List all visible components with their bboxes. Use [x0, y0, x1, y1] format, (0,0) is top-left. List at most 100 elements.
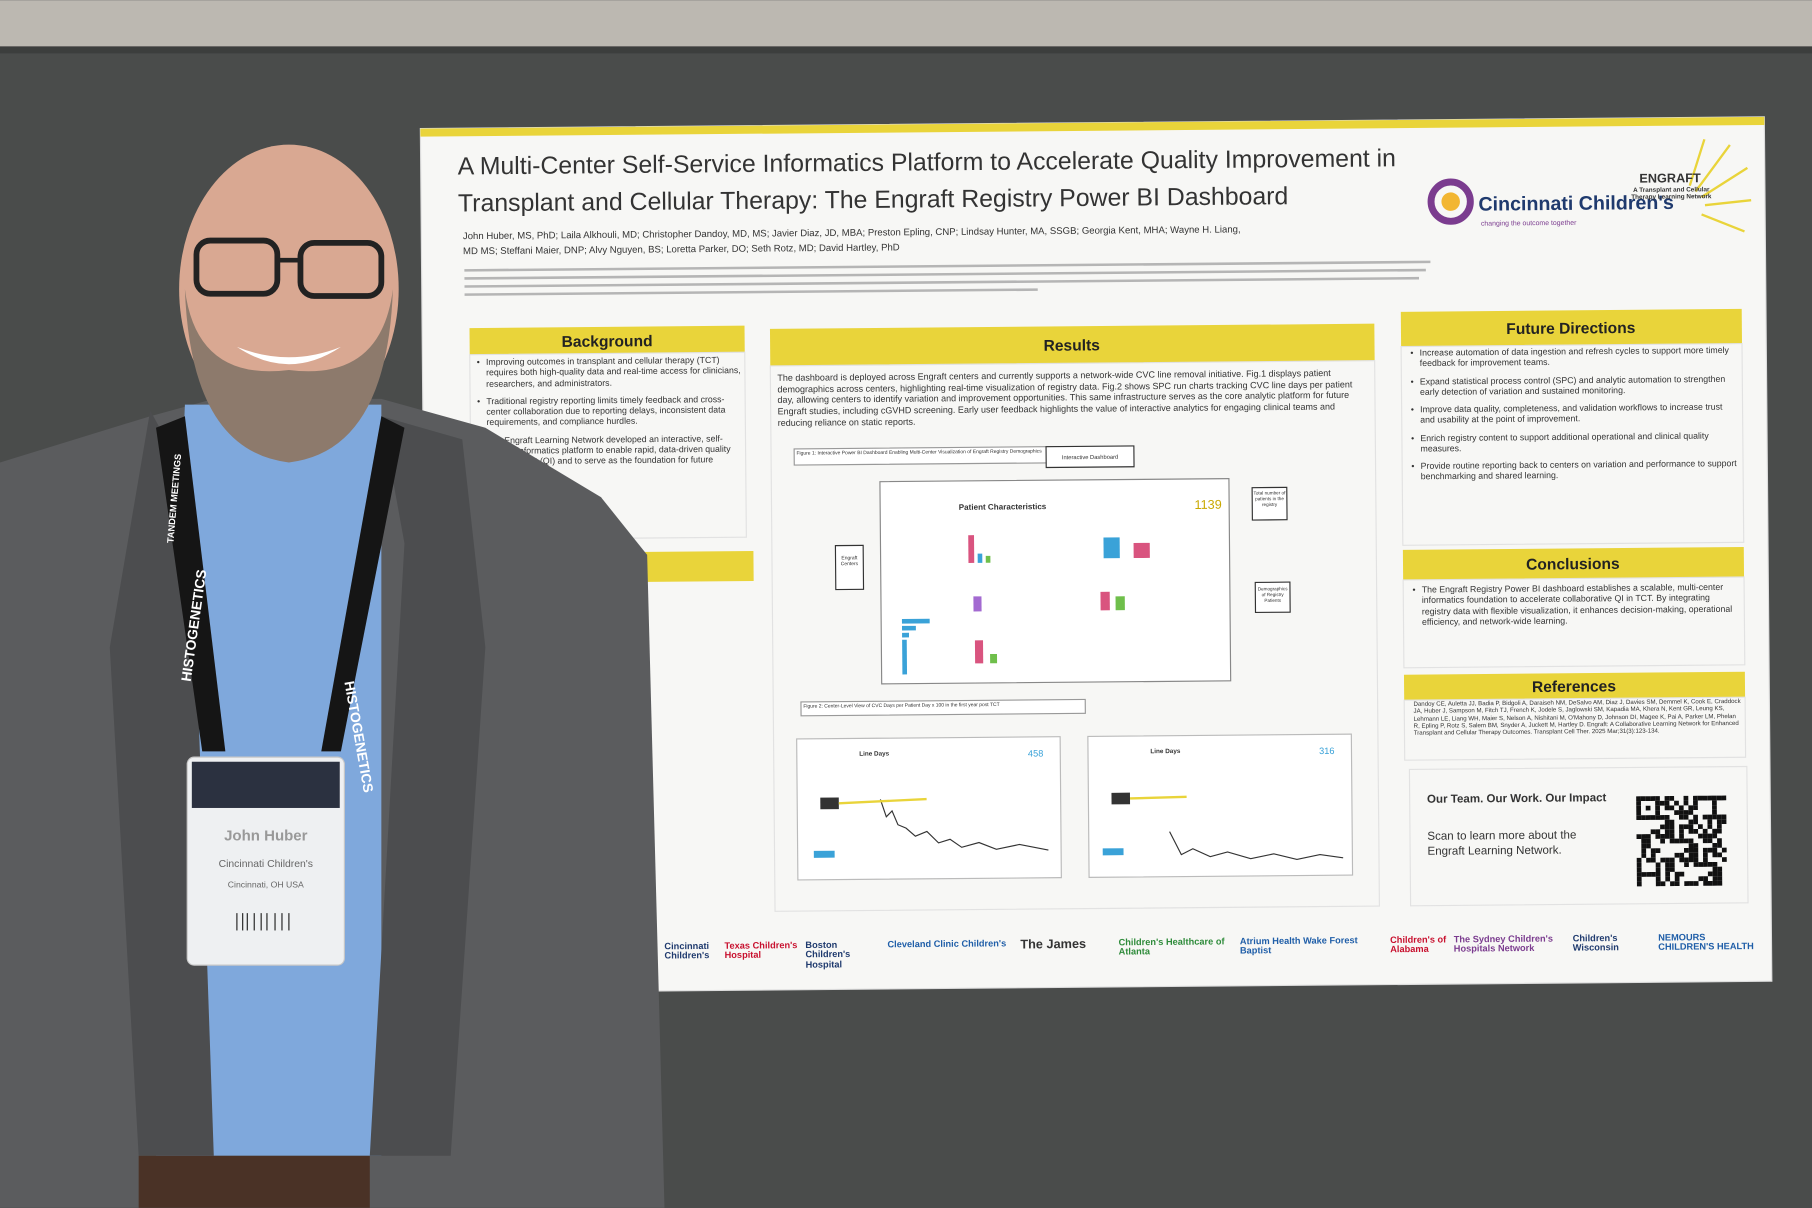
qr-module	[1659, 800, 1665, 806]
note: Engraft Centers	[837, 555, 863, 567]
qr-module	[1650, 857, 1656, 863]
person: TANDEM MEETINGSHISTOGENETICSHISTOGENETIC…	[0, 144, 665, 1208]
legend-swatch	[1102, 848, 1124, 856]
sponsor-logo-body: The Sydney Children's Hospitals Network	[1454, 934, 1569, 954]
qr-module	[1702, 795, 1708, 801]
qr-module	[1688, 805, 1694, 811]
run-chart-line	[1169, 831, 1344, 860]
note-body: Demographics of Registry Patients	[1256, 586, 1289, 604]
qr-module	[1636, 801, 1641, 806]
section-heading: References	[1532, 678, 1617, 696]
bullet: Improve data quality, completeness, and …	[1411, 401, 1739, 426]
glasses	[297, 239, 385, 299]
qr-module	[1717, 880, 1723, 886]
qr-module	[1651, 871, 1656, 877]
qr-module	[1660, 857, 1666, 863]
qr-module	[1636, 872, 1642, 877]
qr-module	[1641, 843, 1647, 849]
qr-module	[1683, 814, 1689, 820]
qr-module	[1703, 862, 1708, 867]
qr-module	[1693, 881, 1699, 886]
sponsor-logo: Atrium Health Wake Forest Baptist	[1240, 936, 1386, 957]
qr-module	[1693, 819, 1699, 825]
sponsor-logo: Children's of Alabama	[1390, 935, 1446, 954]
qr-module	[1646, 838, 1651, 844]
qr-module	[1664, 805, 1670, 811]
qr-module	[1684, 857, 1689, 863]
board-edge	[0, 46, 1812, 54]
qr-module	[1693, 814, 1698, 820]
qr-module	[1712, 843, 1718, 848]
qr-module	[1717, 852, 1722, 858]
future-text-body: Increase automation of data ingestion an…	[1410, 345, 1739, 482]
qr-module	[1636, 796, 1641, 802]
note-body: Engraft Centers	[837, 555, 863, 567]
note-text: Total number of patients in the registry	[1253, 489, 1286, 508]
dashboard-screenshot	[879, 478, 1232, 685]
qr-module	[1665, 857, 1670, 863]
qr-module	[1664, 819, 1670, 825]
qr-module	[1641, 838, 1647, 844]
badge-name: John Huber	[224, 827, 308, 844]
qr-module	[1640, 796, 1646, 802]
bullet: Provide routine reporting back to center…	[1411, 458, 1739, 482]
references-text: Dandoy CE, Auletta JJ, Badia P, Bidgoli …	[1413, 698, 1740, 737]
qr-module	[1688, 843, 1694, 849]
qr-module	[1712, 828, 1718, 834]
qr-module	[1646, 872, 1652, 877]
authors: MD MS; Steffani Maier, DNP; Alvy Nguyen,…	[463, 242, 900, 257]
barcode	[236, 913, 290, 931]
sponsor-logo: Children's Wisconsin	[1573, 934, 1619, 954]
badge-header	[191, 761, 340, 808]
qr-module	[1655, 810, 1661, 816]
results-text: The dashboard is deployed across Engraft…	[777, 368, 1352, 428]
sponsor-logo: NEMOURS CHILDREN'S HEALTH	[1658, 932, 1754, 953]
qr-module	[1669, 862, 1675, 868]
engraft-name: ENGRAFT	[1639, 170, 1701, 186]
sponsor-name: Boston Children's Hospital	[805, 940, 851, 970]
qr-module	[1679, 824, 1684, 830]
section-heading: Background	[562, 333, 653, 351]
qr-module	[1660, 838, 1666, 844]
qr-module	[1712, 861, 1718, 867]
qr-module	[1665, 862, 1670, 868]
engraft-tagline-text: A Transplant and Cellular Therapy Learni…	[1631, 186, 1712, 202]
bullet: Improving outcomes in transplant and cel…	[477, 355, 743, 389]
qr-module	[1683, 824, 1689, 830]
qr-module	[1712, 876, 1718, 881]
qr-module	[1717, 866, 1723, 872]
qr-module	[1678, 805, 1684, 811]
figure-caption-text: Figure 1: Interactive Power BI Dashboard…	[796, 447, 1042, 456]
figure-caption-box	[800, 698, 1086, 717]
qr-module	[1702, 847, 1708, 853]
dashboard-button	[1045, 445, 1135, 469]
sponsor-logo-body: Cleveland Clinic Children's	[887, 939, 1015, 950]
legend-swatch	[813, 850, 835, 858]
bullet: Increase automation of data ingestion an…	[1410, 345, 1738, 369]
qr-module	[1669, 867, 1675, 872]
sponsor-name: NEMOURS CHILDREN'S HEALTH	[1658, 932, 1754, 953]
qr-module	[1693, 857, 1699, 863]
sponsor-logo-body: Atrium Health Wake Forest Baptist	[1240, 936, 1386, 957]
qr-code	[1636, 795, 1727, 887]
beard	[184, 289, 393, 463]
qr-module	[1716, 814, 1722, 820]
qr-module	[1664, 833, 1670, 839]
qr-module	[1655, 829, 1661, 835]
qr-module	[1702, 833, 1708, 839]
note-box	[1251, 486, 1288, 521]
qr-module	[1712, 814, 1717, 820]
qr-module	[1660, 815, 1665, 820]
qr-module	[1646, 857, 1651, 863]
qr-module	[1655, 834, 1661, 839]
qr-module	[1683, 848, 1689, 853]
qr-module	[1707, 814, 1713, 820]
qr-module	[1689, 881, 1694, 886]
qr-module	[1712, 805, 1717, 810]
qr-module	[1683, 795, 1689, 801]
selected-center	[1111, 792, 1131, 805]
sponsor-logo: Cleveland Clinic Children's	[887, 939, 1015, 950]
dashboard-button-label: Interactive Dashboard	[1062, 455, 1118, 461]
engraft-tagline: A Transplant and Cellular Therapy Learni…	[1631, 186, 1712, 202]
